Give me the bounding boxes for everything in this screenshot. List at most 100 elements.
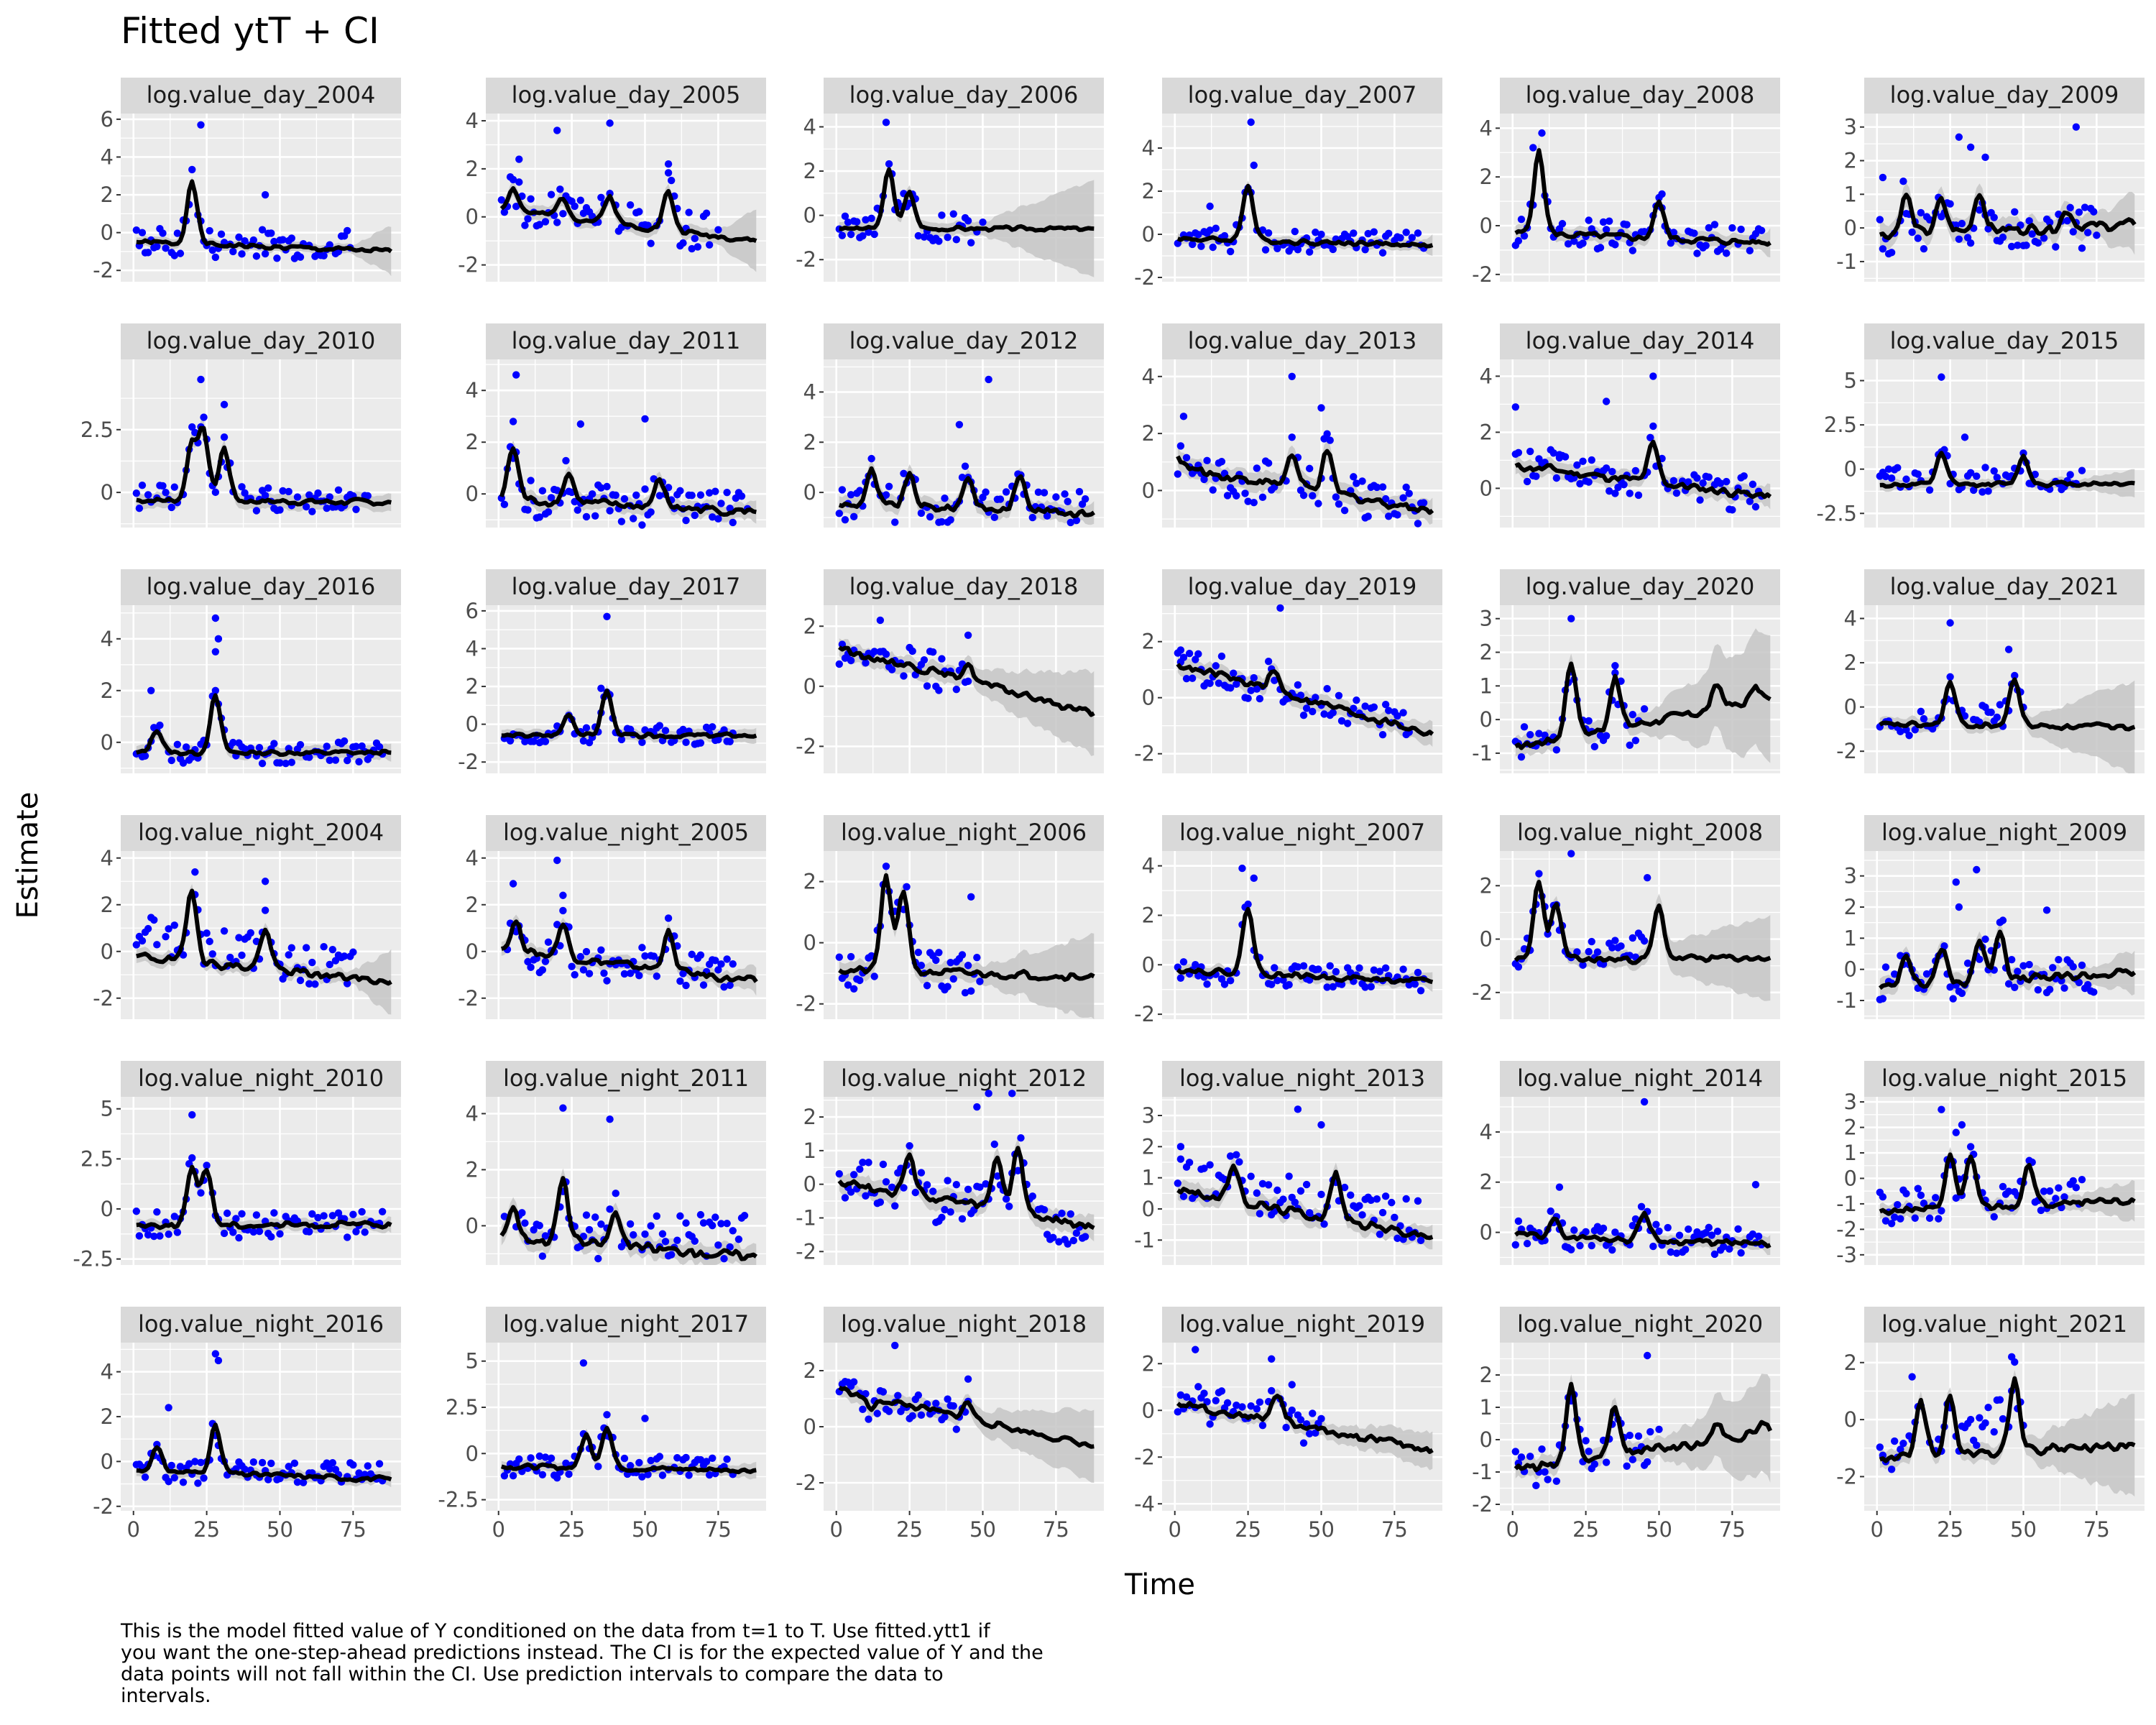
data-point [1526, 1453, 1534, 1460]
data-point [296, 976, 305, 985]
data-point [1576, 1241, 1584, 1250]
y-tick-label: 2 [1844, 1116, 1857, 1140]
facet-strip [486, 1307, 766, 1343]
data-point [1628, 1222, 1637, 1230]
data-point [888, 666, 896, 673]
data-point [655, 1453, 664, 1460]
data-point [1905, 732, 1913, 740]
data-point [1963, 960, 1972, 967]
data-point [1069, 1236, 1078, 1245]
data-point [1705, 1223, 1713, 1232]
data-point [1414, 968, 1422, 977]
y-tick-label: 0 [1142, 478, 1155, 502]
data-point [729, 960, 737, 968]
data-point [1206, 202, 1214, 211]
data-point [938, 211, 946, 219]
data-point [1343, 719, 1352, 727]
fit-line [838, 466, 1095, 519]
data-point [1734, 1225, 1742, 1233]
data-point [1361, 983, 1369, 991]
data-point [626, 1462, 635, 1470]
data-point [1393, 712, 1401, 720]
data-point [1520, 232, 1529, 240]
data-point [2034, 986, 2042, 994]
data-point [1897, 1445, 1904, 1453]
data-point [235, 1233, 243, 1242]
data-point [1217, 652, 1226, 661]
data-point [1914, 470, 1922, 478]
y-tick-label: 2 [466, 674, 479, 699]
data-point [1606, 487, 1613, 495]
data-point [1723, 477, 1731, 486]
y-tick-label: 2 [803, 430, 816, 454]
data-point [653, 1212, 660, 1220]
data-point [188, 1110, 196, 1119]
x-tick-label: 75 [705, 1517, 732, 1542]
data-point [229, 247, 237, 256]
data-point [1628, 1455, 1637, 1463]
data-point [1329, 245, 1337, 254]
y-tick-label: 4 [803, 380, 816, 404]
data-point [603, 1411, 611, 1419]
facet-panel: log.value_night_2007 -2 0 2 4 [1134, 815, 1442, 1026]
y-tick-label: 4 [466, 846, 479, 870]
y-tick-label: 2.5 [80, 1146, 114, 1171]
data-point [941, 494, 949, 502]
data-point [835, 1169, 844, 1178]
data-point [1685, 1225, 1692, 1233]
data-point [579, 966, 588, 974]
data-point [527, 195, 535, 203]
y-tick-label: 2 [1844, 650, 1857, 675]
data-point [1268, 980, 1276, 988]
data-point [320, 943, 328, 951]
data-point [1993, 713, 2001, 722]
data-point [1876, 216, 1884, 224]
data-point [2066, 471, 2074, 479]
ci-ribbon [501, 685, 757, 744]
data-point [1981, 153, 1989, 162]
data-point [891, 518, 899, 526]
data-point [882, 862, 890, 870]
data-point [153, 1208, 161, 1216]
data-point [647, 1222, 655, 1230]
fit-line [136, 1164, 392, 1230]
facet-strip-label: log.value_day_2016 [147, 573, 376, 600]
data-point [1646, 433, 1654, 441]
data-point [591, 512, 599, 520]
y-tick-label: 0 [1844, 695, 1857, 719]
data-point [214, 1356, 223, 1365]
data-point [1381, 964, 1390, 972]
facet-panel: log.value_day_2012 0 2 4 [803, 323, 1104, 528]
data-point [1749, 480, 1757, 489]
facet-strip [1162, 323, 1442, 359]
data-point [1710, 221, 1719, 229]
y-tick-label: 0 [1142, 1197, 1155, 1221]
data-point [1973, 472, 1981, 480]
data-point [935, 237, 943, 245]
data-point [964, 1185, 972, 1194]
data-point [165, 1404, 172, 1412]
data-point [946, 1208, 954, 1216]
data-point [287, 758, 295, 766]
data-point [1419, 499, 1428, 507]
data-point [1520, 723, 1529, 731]
data-point [1990, 1428, 1998, 1436]
x-tick-label: 25 [558, 1517, 585, 1542]
data-point [1631, 466, 1640, 475]
facet-panel: log.value_day_2016 0 2 4 [101, 569, 401, 773]
data-point [1585, 1448, 1593, 1455]
fit-line [1176, 1163, 1434, 1241]
data-point [1296, 1187, 1305, 1195]
data-point [1326, 436, 1334, 444]
data-point [229, 1228, 237, 1236]
facet-panel: log.value_day_2006 -2 0 2 4 [796, 78, 1104, 282]
data-point [676, 487, 684, 495]
data-point [906, 1142, 913, 1150]
facet-panel: log.value_night_2018 -2 0 2 0 25 50 75 [796, 1307, 1104, 1542]
data-point [694, 243, 702, 251]
y-tick-label: -2 [458, 253, 479, 277]
data-point [1217, 458, 1226, 466]
data-point [2083, 229, 2092, 236]
data-point [241, 1466, 249, 1473]
y-tick-label: -2 [1134, 1445, 1155, 1469]
